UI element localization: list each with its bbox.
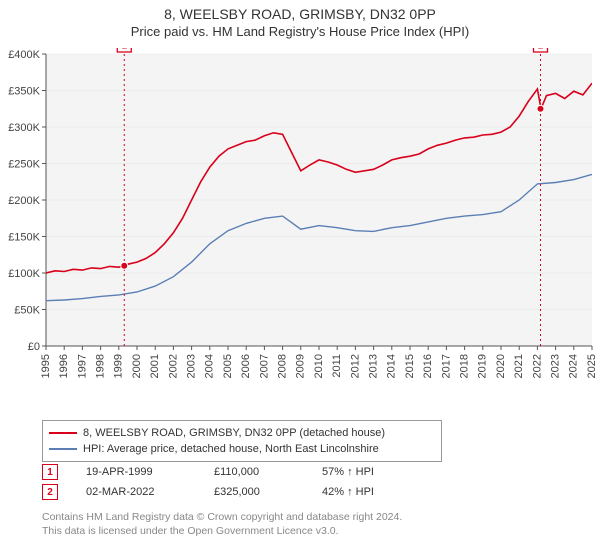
sale-marker-pct-1: 57% ↑ HPI xyxy=(322,466,402,478)
svg-text:2019: 2019 xyxy=(477,354,489,378)
sale-marker-badge-1: 1 xyxy=(42,464,58,480)
chart-area: £0 £50K £100K £150K £200K £250K £300K £350K £400… xyxy=(0,48,600,408)
chart-subtitle: Price paid vs. HM Land Registry's House … xyxy=(0,24,600,39)
svg-text:£400K: £400K xyxy=(8,49,40,61)
legend-row-property: 8, WEELSBY ROAD, GRIMSBY, DN32 0PP (deta… xyxy=(49,425,435,441)
sale-marker-pct-2: 42% ↑ HPI xyxy=(322,486,402,498)
svg-text:2017: 2017 xyxy=(440,354,452,378)
sale-marker-price-1: £110,000 xyxy=(214,466,294,478)
sale-marker-row-1: 1 19-APR-1999 £110,000 57% ↑ HPI xyxy=(42,462,562,482)
svg-text:2006: 2006 xyxy=(240,354,252,378)
svg-text:2007: 2007 xyxy=(258,354,270,378)
svg-text:2015: 2015 xyxy=(404,354,416,378)
svg-text:£200K: £200K xyxy=(8,195,40,207)
svg-text:2002: 2002 xyxy=(167,354,179,378)
svg-text:£300K: £300K xyxy=(8,122,40,134)
svg-text:2005: 2005 xyxy=(222,354,234,378)
svg-text:£0: £0 xyxy=(28,341,40,353)
svg-text:2009: 2009 xyxy=(295,354,307,378)
svg-text:£350K: £350K xyxy=(8,86,40,98)
svg-text:2008: 2008 xyxy=(277,354,289,378)
svg-text:2024: 2024 xyxy=(568,354,580,378)
svg-text:£100K: £100K xyxy=(8,268,40,280)
svg-text:1998: 1998 xyxy=(95,354,107,378)
legend: 8, WEELSBY ROAD, GRIMSBY, DN32 0PP (deta… xyxy=(42,420,442,462)
footer-attribution: Contains HM Land Registry data © Crown c… xyxy=(42,510,582,538)
footer-line1: Contains HM Land Registry data © Crown c… xyxy=(42,510,582,524)
svg-text:2020: 2020 xyxy=(495,354,507,378)
svg-text:2022: 2022 xyxy=(531,354,543,378)
svg-text:2016: 2016 xyxy=(422,354,434,378)
svg-text:£250K: £250K xyxy=(8,159,40,171)
chart-title-address: 8, WEELSBY ROAD, GRIMSBY, DN32 0PP xyxy=(0,6,600,22)
svg-text:2010: 2010 xyxy=(313,354,325,378)
svg-text:2018: 2018 xyxy=(459,354,471,378)
svg-text:2021: 2021 xyxy=(513,354,525,378)
legend-swatch-property xyxy=(49,432,77,434)
chart-svg: £0 £50K £100K £150K £200K £250K £300K £350K £400… xyxy=(0,48,600,408)
svg-text:£150K: £150K xyxy=(8,232,40,244)
svg-text:2001: 2001 xyxy=(149,354,161,378)
svg-text:2004: 2004 xyxy=(204,354,216,378)
svg-text:1995: 1995 xyxy=(40,354,52,378)
svg-text:2003: 2003 xyxy=(186,354,198,378)
sale-marker-price-2: £325,000 xyxy=(214,486,294,498)
svg-text:2014: 2014 xyxy=(386,354,398,378)
sale-marker-badge-2: 2 xyxy=(42,484,58,500)
svg-text:2023: 2023 xyxy=(550,354,562,378)
svg-text:1: 1 xyxy=(121,48,127,52)
svg-text:2025: 2025 xyxy=(586,354,598,378)
legend-label-property: 8, WEELSBY ROAD, GRIMSBY, DN32 0PP (deta… xyxy=(83,427,385,439)
svg-text:2: 2 xyxy=(538,48,544,52)
legend-label-hpi: HPI: Average price, detached house, Nort… xyxy=(83,443,379,455)
svg-text:£50K: £50K xyxy=(14,305,40,317)
sale-marker-row-2: 2 02-MAR-2022 £325,000 42% ↑ HPI xyxy=(42,482,562,502)
svg-text:1996: 1996 xyxy=(58,354,70,378)
sale-markers-table: 1 19-APR-1999 £110,000 57% ↑ HPI 2 02-MA… xyxy=(42,462,562,502)
legend-row-hpi: HPI: Average price, detached house, Nort… xyxy=(49,441,435,457)
svg-text:2013: 2013 xyxy=(368,354,380,378)
sale-marker-date-1: 19-APR-1999 xyxy=(86,466,186,478)
svg-text:1999: 1999 xyxy=(113,354,125,378)
svg-text:2012: 2012 xyxy=(349,354,361,378)
svg-text:2000: 2000 xyxy=(131,354,143,378)
svg-text:2011: 2011 xyxy=(331,354,343,378)
sale-marker-date-2: 02-MAR-2022 xyxy=(86,486,186,498)
legend-swatch-hpi xyxy=(49,448,77,450)
footer-line2: This data is licensed under the Open Gov… xyxy=(42,524,582,538)
svg-text:1997: 1997 xyxy=(76,354,88,378)
